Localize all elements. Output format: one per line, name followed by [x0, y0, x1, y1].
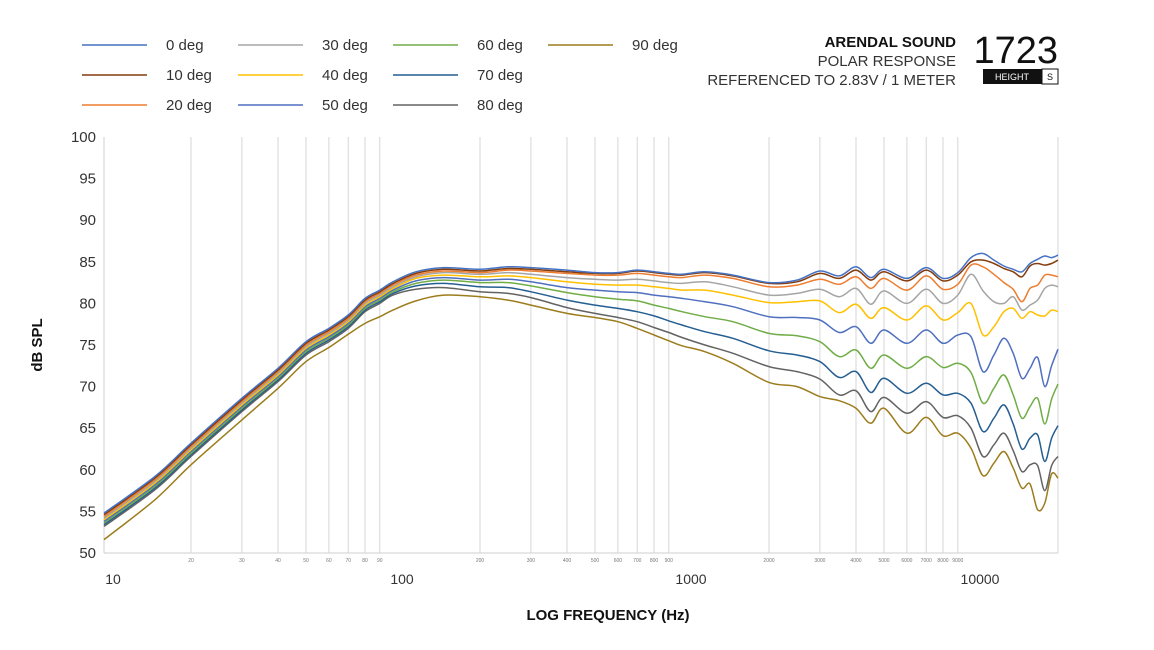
- legend-item: 40 deg: [238, 67, 368, 84]
- legend-label: 80 deg: [477, 97, 523, 114]
- y-axis-title: dB SPL: [29, 318, 46, 371]
- y-tick-label: 75: [79, 337, 96, 354]
- series-line-30-deg: [103, 271, 1059, 519]
- x-tick-label-minor: 40: [275, 558, 281, 564]
- legend-label: 20 deg: [166, 97, 212, 114]
- series-lines: [103, 252, 1059, 541]
- x-axis-ticks: 20 30 40 50 60 70 80 90 200 300 400 500 600 700 800 900…: [105, 558, 999, 587]
- badge-left-bg: [983, 69, 1042, 84]
- x-tick-label-minor: 700: [633, 558, 642, 564]
- x-tick-label-minor: 300: [527, 558, 536, 564]
- gridlines: [103, 137, 1059, 554]
- x-tick-label: 100: [390, 571, 414, 587]
- badge-left-text: HEIGHT: [995, 72, 1030, 82]
- y-tick-label: 80: [79, 295, 96, 312]
- x-tick-label-minor: 6000: [901, 558, 912, 564]
- x-tick-label: 10: [105, 571, 121, 587]
- x-tick-label-minor: 7000: [921, 558, 932, 564]
- series-line-50-deg: [103, 276, 1059, 523]
- x-tick-label-minor: 800: [650, 558, 659, 564]
- legend-label: 10 deg: [166, 67, 212, 84]
- series-line-10-deg: [103, 259, 1059, 516]
- legend-item: 70 deg: [393, 67, 523, 84]
- model-number: 1723: [973, 30, 1058, 72]
- series-line-80-deg: [103, 286, 1059, 528]
- y-tick-label: 70: [79, 379, 96, 396]
- x-tick-label-minor: 30: [239, 558, 245, 564]
- height-badge: HEIGHT S: [983, 68, 1059, 85]
- badge-right-text: S: [1047, 72, 1053, 82]
- legend-label: 70 deg: [477, 67, 523, 84]
- series-line-40-deg: [103, 274, 1059, 521]
- x-tick-label-minor: 3000: [814, 558, 825, 564]
- x-tick-label-minor: 20: [188, 558, 194, 564]
- x-tick-label-minor: 600: [614, 558, 623, 564]
- legend-item: 50 deg: [238, 97, 368, 114]
- y-tick-label: 50: [79, 545, 96, 562]
- x-axis-title: LOG FREQUENCY (Hz): [526, 607, 689, 624]
- x-tick-label: 10000: [961, 571, 1000, 587]
- series-line-60-deg: [103, 279, 1059, 524]
- badge-right-bg: [1041, 68, 1059, 85]
- series-line-20-deg: [103, 263, 1059, 518]
- series-line-0-deg: [103, 252, 1059, 514]
- legend-item: 10 deg: [82, 67, 212, 84]
- series-line-70-deg: [103, 282, 1059, 526]
- series-line-90-deg: [103, 294, 1059, 541]
- x-tick-label-minor: 60: [326, 558, 332, 564]
- legend-label: 50 deg: [322, 97, 368, 114]
- x-tick-label-minor: 400: [563, 558, 572, 564]
- x-tick-label-minor: 8000: [937, 558, 948, 564]
- y-tick-label: 95: [79, 171, 96, 188]
- brand-name: ARENDAL SOUND: [825, 34, 957, 51]
- x-tick-label-minor: 90: [377, 558, 383, 564]
- x-tick-label-minor: 80: [362, 558, 368, 564]
- y-tick-label: 55: [79, 503, 96, 520]
- x-tick-label-minor: 50: [303, 558, 309, 564]
- reference-note: REFERENCED TO 2.83V / 1 METER: [707, 72, 956, 89]
- x-tick-label-minor: 500: [591, 558, 600, 564]
- legend-item: 30 deg: [238, 37, 368, 54]
- y-tick-label: 65: [79, 420, 96, 437]
- y-tick-label: 100: [71, 129, 96, 146]
- x-tick-label-minor: 4000: [850, 558, 861, 564]
- chart-header: ARENDAL SOUND POLAR RESPONSE REFERENCED …: [707, 30, 1059, 89]
- x-tick-label-minor: 5000: [878, 558, 889, 564]
- y-axis-ticks: 50 55 60 65 70 75 80 85 90 95 100: [71, 129, 96, 562]
- legend: 0 deg 10 deg 20 deg 30 deg 40 deg 50 deg 60 de…: [82, 37, 678, 114]
- y-tick-label: 60: [79, 462, 96, 479]
- x-tick-label: 1000: [675, 571, 706, 587]
- y-tick-label: 90: [79, 212, 96, 229]
- legend-label: 0 deg: [166, 37, 204, 54]
- x-tick-label-minor: 200: [476, 558, 485, 564]
- x-tick-label-minor: 900: [665, 558, 674, 564]
- legend-item: 20 deg: [82, 97, 212, 114]
- legend-label: 60 deg: [477, 37, 523, 54]
- x-tick-label-minor: 9000: [952, 558, 963, 564]
- x-tick-label-minor: 70: [345, 558, 351, 564]
- legend-item: 0 deg: [82, 37, 204, 54]
- legend-label: 40 deg: [322, 67, 368, 84]
- legend-label: 30 deg: [322, 37, 368, 54]
- legend-item: 60 deg: [393, 37, 523, 54]
- legend-label: 90 deg: [632, 37, 678, 54]
- legend-item: 80 deg: [393, 97, 523, 114]
- x-tick-label-minor: 2000: [763, 558, 774, 564]
- y-tick-label: 85: [79, 254, 96, 271]
- legend-item: 90 deg: [548, 37, 678, 54]
- chart-subtitle: POLAR RESPONSE: [818, 53, 956, 70]
